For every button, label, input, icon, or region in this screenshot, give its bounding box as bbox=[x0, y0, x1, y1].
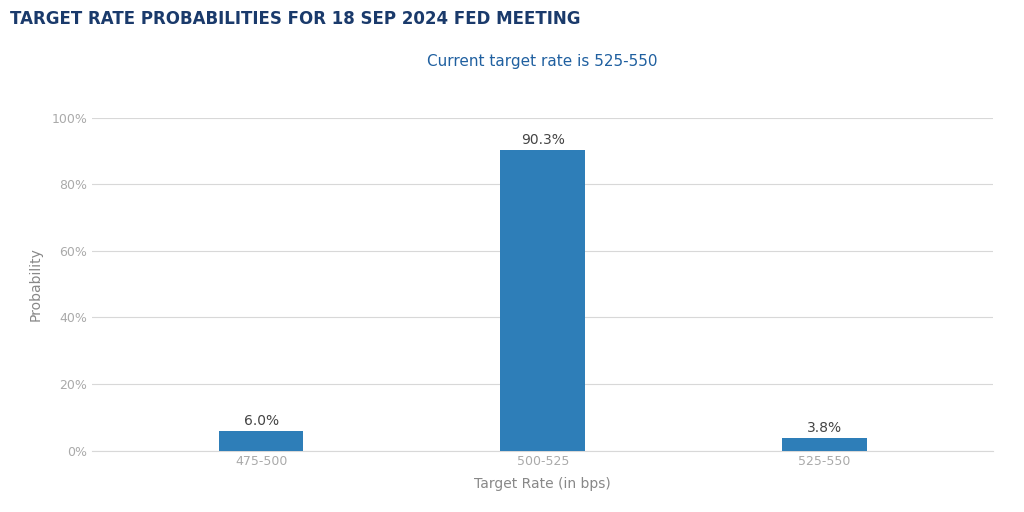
Bar bbox=[782, 438, 866, 451]
Y-axis label: Probability: Probability bbox=[29, 247, 43, 321]
Text: 90.3%: 90.3% bbox=[521, 134, 564, 147]
X-axis label: Target Rate (in bps): Target Rate (in bps) bbox=[474, 477, 611, 491]
Text: 6.0%: 6.0% bbox=[244, 414, 279, 428]
Bar bbox=[501, 150, 585, 451]
Bar bbox=[219, 431, 303, 451]
Text: TARGET RATE PROBABILITIES FOR 18 SEP 2024 FED MEETING: TARGET RATE PROBABILITIES FOR 18 SEP 202… bbox=[10, 10, 581, 28]
Text: 3.8%: 3.8% bbox=[807, 421, 842, 435]
Text: Current target rate is 525-550: Current target rate is 525-550 bbox=[427, 54, 658, 69]
